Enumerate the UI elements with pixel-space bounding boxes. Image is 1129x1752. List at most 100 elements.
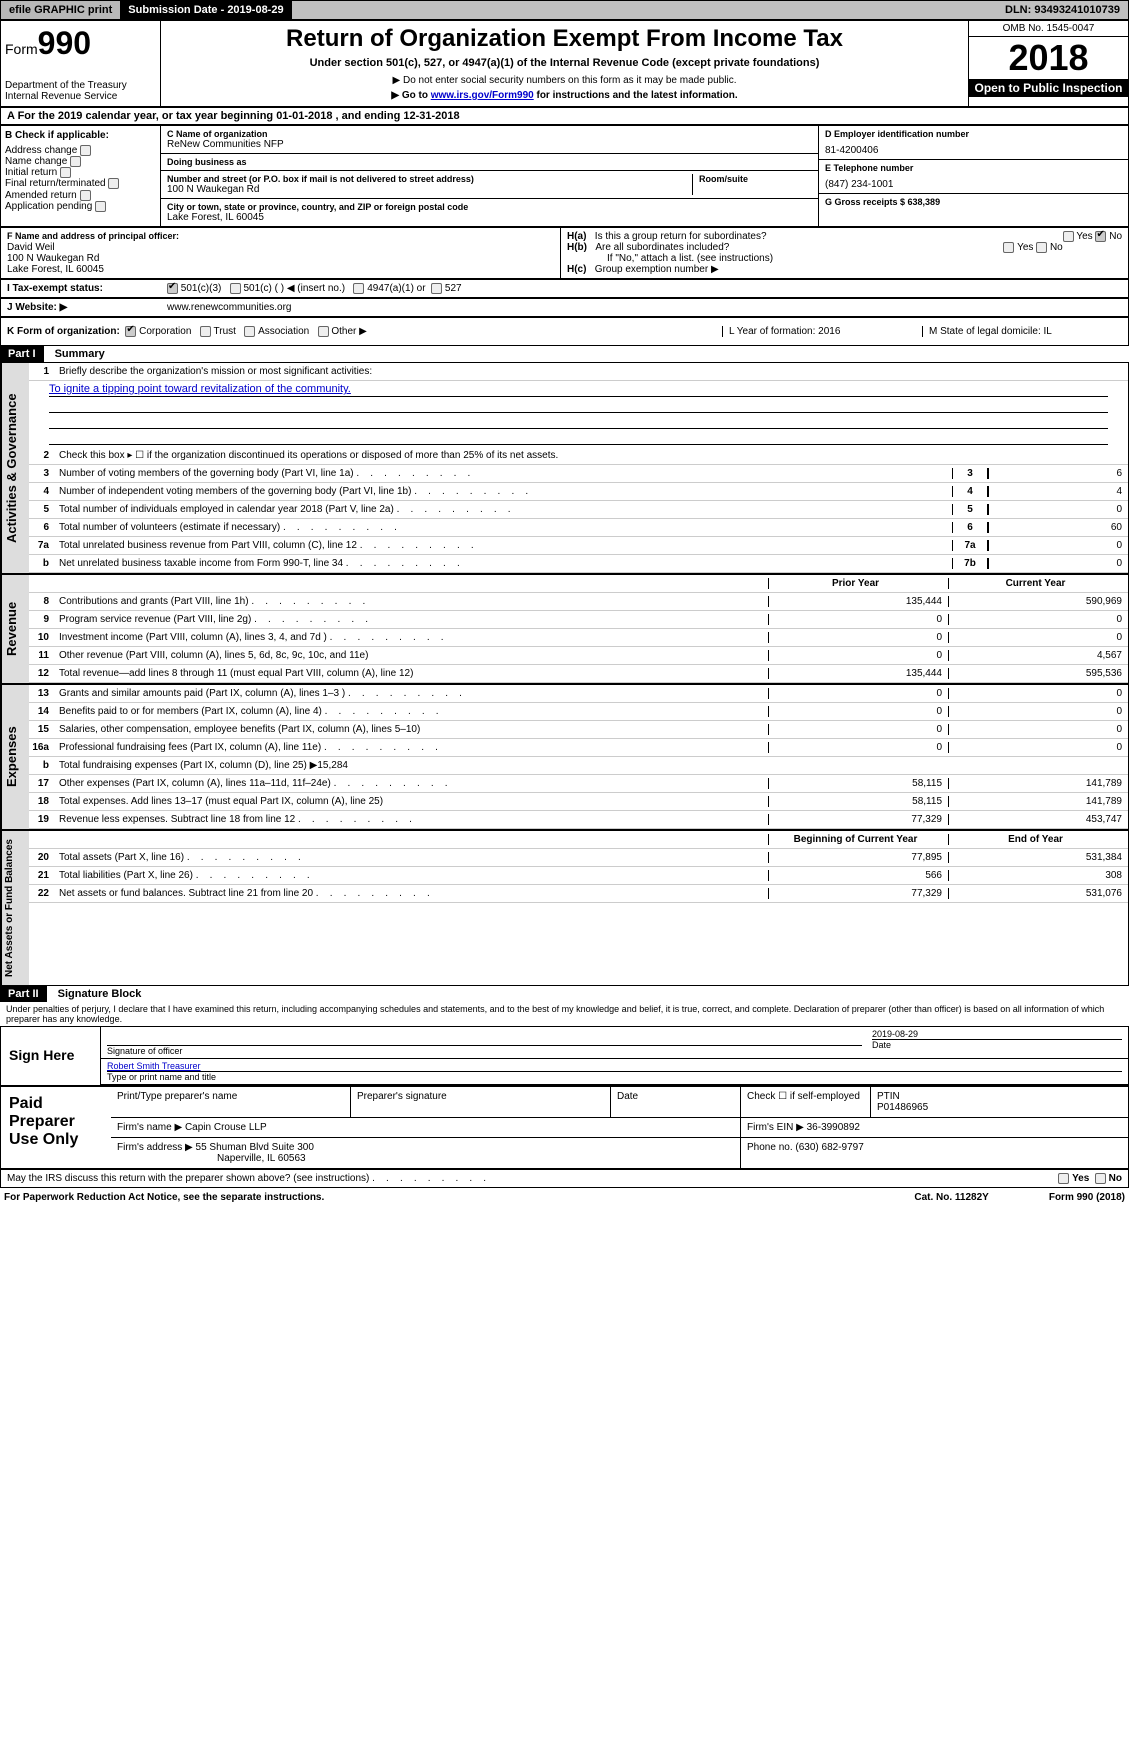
l12-py: 135,444 (768, 668, 948, 679)
cb-amended: Amended return (5, 190, 77, 201)
checkbox-icon[interactable] (200, 326, 211, 337)
box-d: D Employer identification number 81-4200… (818, 126, 1128, 226)
blank-line (49, 399, 1108, 413)
l18-cy: 141,789 (948, 796, 1128, 807)
l14-py: 0 (768, 706, 948, 717)
opt-501c3: 501(c)(3) (181, 283, 222, 294)
phone-label: Phone no. (747, 1142, 793, 1153)
l18-text: Total expenses. Add lines 13–17 (must eq… (55, 794, 768, 809)
checkbox-icon[interactable] (60, 167, 71, 178)
l13-text: Grants and similar amounts paid (Part IX… (55, 686, 768, 701)
box-b: B Check if applicable: Address change Na… (1, 126, 161, 226)
city-value: Lake Forest, IL 60045 (167, 212, 812, 223)
tel-label: E Telephone number (825, 163, 1122, 173)
l19-text: Revenue less expenses. Subtract line 18 … (55, 812, 768, 827)
l12-cy: 595,536 (948, 668, 1128, 679)
discuss-row: May the IRS discuss this return with the… (0, 1169, 1129, 1188)
phone-value: (630) 682-9797 (795, 1142, 863, 1153)
tax-year: 2018 (969, 37, 1128, 79)
part2-badge: Part II (0, 986, 47, 1002)
checkbox-icon[interactable] (353, 283, 364, 294)
cb-address: Address change (5, 145, 77, 156)
page-footer: For Paperwork Reduction Act Notice, see … (0, 1188, 1129, 1207)
cb-final: Final return/terminated (5, 179, 106, 190)
mission-text[interactable]: To ignite a tipping point toward revital… (49, 383, 1108, 397)
form-org-label: K Form of organization: (7, 326, 120, 337)
checkbox-icon[interactable] (230, 283, 241, 294)
checkbox-icon[interactable] (125, 326, 136, 337)
l4-val: 4 (988, 486, 1128, 497)
bcy-hdr: Beginning of Current Year (768, 834, 948, 845)
checkbox-icon[interactable] (244, 326, 255, 337)
l21-cy: 308 (948, 870, 1128, 881)
l1-text: Briefly describe the organization's miss… (59, 366, 372, 377)
checkbox-icon[interactable] (1095, 1173, 1106, 1184)
section-netassets: Net Assets or Fund Balances Beginning of… (0, 830, 1129, 986)
firm-addr-label: Firm's address ▶ (117, 1142, 193, 1153)
l5-text: Total number of individuals employed in … (55, 502, 952, 517)
irs-link[interactable]: www.irs.gov/Form990 (431, 90, 534, 101)
checkbox-icon[interactable] (1063, 231, 1074, 242)
checkbox-icon[interactable] (167, 283, 178, 294)
checkbox-icon[interactable] (1095, 231, 1106, 242)
section-governance: Activities & Governance 1Briefly describ… (0, 362, 1129, 574)
preparer-title: Paid Preparer Use Only (1, 1087, 111, 1168)
l3-text: Number of voting members of the governin… (55, 466, 952, 481)
l20-py: 77,895 (768, 852, 948, 863)
part1-header: Part I Summary (0, 346, 1129, 362)
l21-text: Total liabilities (Part X, line 26) (55, 868, 768, 883)
state-domicile: M State of legal domicile: IL (922, 326, 1122, 337)
l6-val: 60 (988, 522, 1128, 533)
l22-py: 77,329 (768, 888, 948, 899)
sign-here-label: Sign Here (1, 1027, 101, 1085)
row-a: A For the 2019 calendar year, or tax yea… (0, 107, 1129, 125)
checkbox-icon[interactable] (70, 156, 81, 167)
sig-name[interactable]: Robert Smith Treasurer (107, 1061, 1122, 1071)
room-label: Room/suite (699, 174, 812, 184)
l14-text: Benefits paid to or for members (Part IX… (55, 704, 768, 719)
org-name-label: C Name of organization (167, 129, 812, 139)
checkbox-icon[interactable] (80, 190, 91, 201)
box-b-label: B Check if applicable: (5, 130, 156, 141)
l11-text: Other revenue (Part VIII, column (A), li… (55, 648, 768, 663)
checkbox-icon[interactable] (318, 326, 329, 337)
sig-name-label: Type or print name and title (107, 1072, 1122, 1082)
part2-title: Signature Block (50, 986, 150, 1002)
eoy-hdr: End of Year (948, 834, 1128, 845)
checkbox-icon[interactable] (108, 178, 119, 189)
current-year-hdr: Current Year (948, 578, 1128, 589)
l19-py: 77,329 (768, 814, 948, 825)
checkbox-icon[interactable] (95, 201, 106, 212)
checkbox-icon[interactable] (1003, 242, 1014, 253)
ptin-label: PTIN (877, 1091, 900, 1102)
perjury-text: Under penalties of perjury, I declare th… (0, 1002, 1129, 1026)
omb-number: OMB No. 1545-0047 (969, 21, 1128, 37)
street-label: Number and street (or P.O. box if mail i… (167, 174, 692, 184)
form-label: Form 990 (2018) (1049, 1192, 1125, 1203)
l22-text: Net assets or fund balances. Subtract li… (55, 886, 768, 901)
pra-notice: For Paperwork Reduction Act Notice, see … (4, 1192, 324, 1203)
checkbox-icon[interactable] (431, 283, 442, 294)
hb-text: Are all subordinates included? (595, 242, 729, 253)
l9-text: Program service revenue (Part VIII, line… (55, 612, 768, 627)
l20-cy: 531,384 (948, 852, 1128, 863)
part2-header: Part II Signature Block (0, 986, 1129, 1002)
row-i: I Tax-exempt status: 501(c)(3) 501(c) ( … (0, 279, 1129, 298)
gross-receipts: G Gross receipts $ 638,389 (825, 197, 1122, 207)
note-goto: ▶ Go to www.irs.gov/Form990 for instruct… (165, 90, 964, 101)
checkbox-icon[interactable] (80, 145, 91, 156)
checkbox-icon[interactable] (1036, 242, 1047, 253)
l16b-text: Total fundraising expenses (Part IX, col… (55, 758, 768, 773)
dln: DLN: 93493241010739 (997, 1, 1128, 19)
l11-cy: 4,567 (948, 650, 1128, 661)
tax-status-label: I Tax-exempt status: (7, 283, 167, 294)
tab-governance: Activities & Governance (1, 363, 29, 573)
section-revenue: Revenue Prior YearCurrent Year 8Contribu… (0, 574, 1129, 684)
form-number: Form990 (5, 25, 156, 62)
efile-label[interactable]: efile GRAPHIC print (1, 1, 120, 19)
sig-date: 2019-08-29 (872, 1029, 1122, 1039)
row-klm: K Form of organization: Corporation Trus… (0, 317, 1129, 346)
checkbox-icon[interactable] (1058, 1173, 1069, 1184)
l7a-val: 0 (988, 540, 1128, 551)
blank-line (49, 415, 1108, 429)
